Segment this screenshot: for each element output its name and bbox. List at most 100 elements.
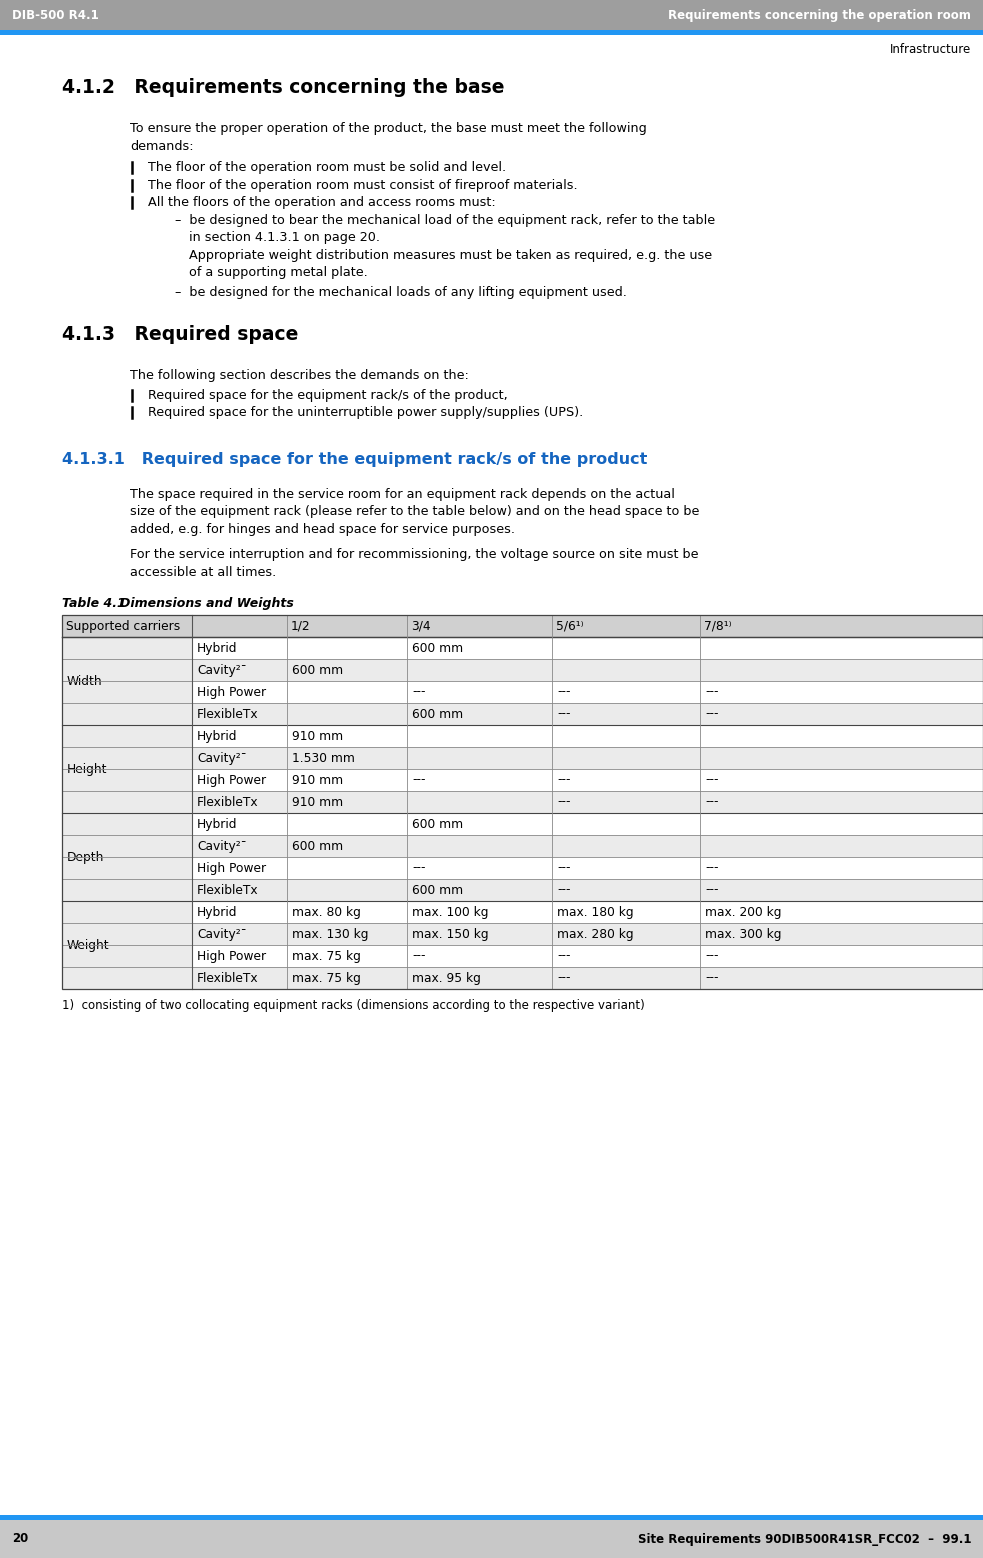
Text: ---: ---: [412, 949, 426, 963]
Bar: [192, 637, 983, 659]
Bar: [192, 659, 983, 681]
Text: max. 130 kg: max. 130 kg: [292, 927, 369, 941]
Text: ---: ---: [557, 707, 570, 720]
Text: All the floors of the operation and access rooms must:: All the floors of the operation and acce…: [148, 196, 495, 209]
Text: 1)  consisting of two collocating equipment racks (dimensions according to the r: 1) consisting of two collocating equipme…: [62, 999, 645, 1013]
Text: max. 95 kg: max. 95 kg: [412, 972, 481, 985]
Text: Hybrid: Hybrid: [197, 818, 238, 830]
Text: ---: ---: [705, 972, 719, 985]
Text: demands:: demands:: [130, 140, 194, 153]
Text: Depth: Depth: [67, 851, 104, 863]
Text: ---: ---: [557, 972, 570, 985]
Text: max. 150 kg: max. 150 kg: [412, 927, 489, 941]
Text: ---: ---: [705, 686, 719, 698]
Text: For the service interruption and for recommissioning, the voltage source on site: For the service interruption and for rec…: [130, 548, 699, 561]
Text: max. 80 kg: max. 80 kg: [292, 905, 361, 919]
Text: 600 mm: 600 mm: [412, 707, 463, 720]
Text: max. 180 kg: max. 180 kg: [557, 905, 634, 919]
Text: 600 mm: 600 mm: [412, 883, 463, 896]
Text: DIB-500 R4.1: DIB-500 R4.1: [12, 8, 98, 22]
Text: max. 280 kg: max. 280 kg: [557, 927, 634, 941]
Bar: [62, 813, 192, 901]
Bar: [0, 1521, 983, 1558]
Text: FlexibleTx: FlexibleTx: [197, 883, 259, 896]
Text: Height: Height: [67, 762, 107, 776]
Text: 4.1.2   Requirements concerning the base: 4.1.2 Requirements concerning the base: [62, 78, 504, 97]
Bar: [192, 922, 983, 946]
Text: in section 4.1.3.1 on page 20.: in section 4.1.3.1 on page 20.: [189, 231, 380, 245]
Text: Dimensions and Weights: Dimensions and Weights: [120, 597, 294, 611]
Text: max. 200 kg: max. 200 kg: [705, 905, 781, 919]
Text: FlexibleTx: FlexibleTx: [197, 707, 259, 720]
Text: 600 mm: 600 mm: [412, 642, 463, 654]
Text: ---: ---: [557, 796, 570, 809]
Bar: [192, 791, 983, 813]
Text: 3/4: 3/4: [411, 620, 431, 633]
Text: ---: ---: [557, 883, 570, 896]
Text: ---: ---: [705, 773, 719, 787]
Text: Table 4.1: Table 4.1: [62, 597, 126, 611]
Text: ---: ---: [705, 796, 719, 809]
Bar: [192, 901, 983, 922]
Bar: [62, 615, 983, 989]
Bar: [192, 770, 983, 791]
Text: High Power: High Power: [197, 862, 266, 874]
Text: Hybrid: Hybrid: [197, 905, 238, 919]
Text: max. 75 kg: max. 75 kg: [292, 949, 361, 963]
Text: 1.530 mm: 1.530 mm: [292, 751, 355, 765]
Bar: [192, 946, 983, 968]
Text: 910 mm: 910 mm: [292, 729, 343, 743]
Bar: [192, 703, 983, 724]
Text: Cavity²ˉ: Cavity²ˉ: [197, 751, 247, 765]
Text: High Power: High Power: [197, 949, 266, 963]
Text: Width: Width: [67, 675, 102, 687]
Bar: [192, 681, 983, 703]
Text: Weight: Weight: [67, 938, 110, 952]
Text: added, e.g. for hinges and head space for service purposes.: added, e.g. for hinges and head space fo…: [130, 522, 515, 536]
Text: –  be designed for the mechanical loads of any lifting equipment used.: – be designed for the mechanical loads o…: [175, 285, 627, 299]
Text: FlexibleTx: FlexibleTx: [197, 796, 259, 809]
Text: 4.1.3   Required space: 4.1.3 Required space: [62, 326, 299, 344]
Text: ---: ---: [705, 949, 719, 963]
Text: –  be designed to bear the mechanical load of the equipment rack, refer to the t: – be designed to bear the mechanical loa…: [175, 213, 715, 226]
Text: 600 mm: 600 mm: [292, 840, 343, 852]
Bar: [62, 615, 983, 637]
Bar: [192, 879, 983, 901]
Bar: [192, 813, 983, 835]
Text: ---: ---: [705, 883, 719, 896]
Text: Required space for the uninterruptible power supply/supplies (UPS).: Required space for the uninterruptible p…: [148, 407, 583, 419]
Bar: [0, 30, 983, 34]
Text: accessible at all times.: accessible at all times.: [130, 566, 276, 578]
Bar: [62, 901, 192, 989]
Text: Supported carriers: Supported carriers: [66, 620, 180, 633]
Bar: [192, 724, 983, 746]
Text: ---: ---: [557, 862, 570, 874]
Text: 7/8¹⁾: 7/8¹⁾: [704, 620, 731, 633]
Text: Requirements concerning the operation room: Requirements concerning the operation ro…: [668, 8, 971, 22]
Text: ---: ---: [412, 862, 426, 874]
Text: max. 100 kg: max. 100 kg: [412, 905, 489, 919]
Text: Cavity²ˉ: Cavity²ˉ: [197, 840, 247, 852]
Bar: [0, 1514, 983, 1521]
Text: Hybrid: Hybrid: [197, 642, 238, 654]
Text: max. 75 kg: max. 75 kg: [292, 972, 361, 985]
Text: 20: 20: [12, 1533, 29, 1546]
Text: The space required in the service room for an equipment rack depends on the actu: The space required in the service room f…: [130, 488, 675, 500]
Text: The following section describes the demands on the:: The following section describes the dema…: [130, 369, 469, 382]
Text: 600 mm: 600 mm: [292, 664, 343, 676]
Text: 910 mm: 910 mm: [292, 796, 343, 809]
Text: The floor of the operation room must consist of fireproof materials.: The floor of the operation room must con…: [148, 179, 578, 192]
Text: FlexibleTx: FlexibleTx: [197, 972, 259, 985]
Text: of a supporting metal plate.: of a supporting metal plate.: [189, 266, 368, 279]
Text: 600 mm: 600 mm: [412, 818, 463, 830]
Bar: [192, 968, 983, 989]
Text: ---: ---: [705, 862, 719, 874]
Bar: [62, 637, 192, 724]
Text: Hybrid: Hybrid: [197, 729, 238, 743]
Text: Cavity²ˉ: Cavity²ˉ: [197, 664, 247, 676]
Bar: [192, 857, 983, 879]
Text: Required space for the equipment rack/s of the product,: Required space for the equipment rack/s …: [148, 388, 508, 402]
Text: ---: ---: [705, 707, 719, 720]
Text: max. 300 kg: max. 300 kg: [705, 927, 781, 941]
Text: High Power: High Power: [197, 686, 266, 698]
